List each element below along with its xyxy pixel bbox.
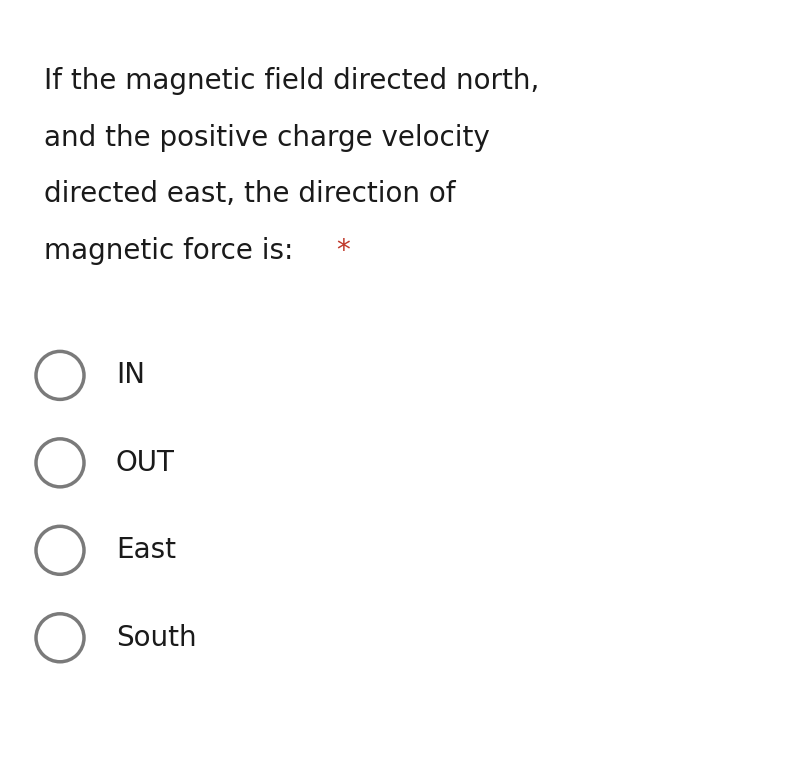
Text: directed east, the direction of: directed east, the direction of xyxy=(44,180,455,208)
Text: If the magnetic field directed north,: If the magnetic field directed north, xyxy=(44,67,539,95)
Text: OUT: OUT xyxy=(116,449,175,477)
Text: East: East xyxy=(116,536,176,564)
Text: IN: IN xyxy=(116,361,145,389)
Text: and the positive charge velocity: and the positive charge velocity xyxy=(44,124,490,152)
Text: South: South xyxy=(116,624,197,652)
Text: magnetic force is:: magnetic force is: xyxy=(44,237,294,265)
Text: *: * xyxy=(336,237,350,265)
